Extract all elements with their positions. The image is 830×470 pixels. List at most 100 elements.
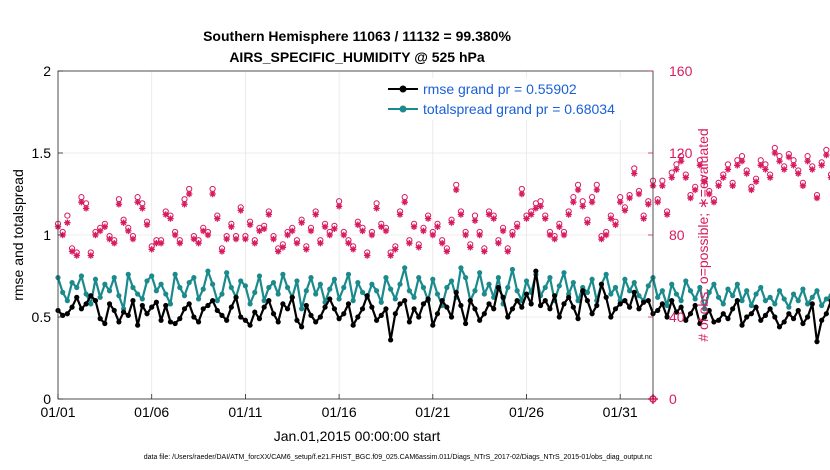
spread-point bbox=[247, 301, 253, 307]
x-tick-label: 01/31 bbox=[603, 404, 638, 420]
obs-evaluated-marker bbox=[626, 194, 633, 202]
obs-evaluated-marker bbox=[387, 252, 394, 259]
spread-point bbox=[823, 296, 829, 302]
spread-point bbox=[608, 291, 614, 297]
obs-evaluated-marker bbox=[73, 252, 80, 259]
obs-evaluated-marker bbox=[565, 211, 572, 218]
rmse-point bbox=[561, 301, 567, 307]
x-tick-label: 01/06 bbox=[134, 404, 169, 420]
rmse-point bbox=[373, 317, 380, 323]
rmse-point bbox=[106, 301, 113, 307]
spread-point bbox=[753, 291, 759, 297]
obs-evaluated-marker bbox=[588, 199, 596, 206]
rmse-point bbox=[772, 314, 778, 320]
obs-evaluated-marker bbox=[795, 170, 802, 177]
obs-evaluated-marker bbox=[710, 199, 718, 206]
rmse-point bbox=[378, 312, 384, 318]
spread-point bbox=[561, 270, 567, 276]
rmse-point bbox=[767, 306, 773, 312]
rmse-point bbox=[120, 309, 127, 315]
rmse-point bbox=[608, 314, 614, 320]
spread-point bbox=[505, 284, 511, 291]
obs-evaluated-marker bbox=[335, 203, 343, 210]
obs-evaluated-marker bbox=[804, 158, 811, 165]
spread-point bbox=[584, 289, 591, 295]
rmse-point bbox=[388, 337, 394, 343]
spread-point bbox=[69, 279, 75, 286]
obs-evaluated-marker bbox=[378, 223, 385, 230]
spread-point bbox=[125, 271, 131, 277]
y-right-tick-label: 120 bbox=[669, 145, 693, 161]
obs-evaluated-marker bbox=[790, 162, 797, 169]
rmse-point bbox=[678, 304, 684, 310]
rmse-point bbox=[477, 317, 483, 323]
rmse-point bbox=[439, 298, 445, 304]
obs-evaluated-marker bbox=[298, 219, 305, 226]
spread-point bbox=[706, 289, 712, 295]
rmse-point bbox=[683, 317, 689, 323]
obs-evaluated-marker bbox=[129, 235, 137, 243]
spread-point bbox=[448, 278, 455, 284]
spread-point bbox=[523, 278, 530, 284]
rmse-point bbox=[584, 298, 591, 304]
rmse-point bbox=[641, 299, 647, 305]
rmse-point bbox=[758, 317, 764, 323]
obs-evaluated-marker bbox=[785, 153, 793, 161]
spread-point bbox=[659, 288, 665, 294]
rmse-point bbox=[795, 307, 801, 314]
spread-point bbox=[622, 276, 628, 282]
rmse-point bbox=[350, 322, 356, 328]
footer-note: data file: /Users/raeder/DAI/ATM_forcXX/… bbox=[144, 454, 653, 461]
y-axis-right-label: # of obs: o=possible; ∗=evaluated bbox=[695, 128, 711, 341]
rmse-point bbox=[78, 306, 85, 312]
spread-point bbox=[790, 291, 797, 297]
spread-point bbox=[149, 273, 155, 279]
series-lines bbox=[55, 265, 830, 345]
rmse-point bbox=[626, 304, 633, 310]
rmse-point bbox=[730, 306, 736, 312]
obs-evaluated-marker bbox=[457, 211, 465, 218]
y-left-tick-label: 2 bbox=[43, 63, 51, 79]
rmse-point bbox=[631, 289, 637, 295]
rmse-point bbox=[308, 312, 314, 318]
obs-evaluated-marker bbox=[171, 231, 179, 239]
rmse-point bbox=[228, 304, 234, 310]
y-left-tick-label: 1.5 bbox=[32, 145, 52, 161]
obs-evaluated-marker bbox=[274, 248, 282, 255]
obs-evaluated-marker bbox=[570, 199, 577, 206]
spread-point bbox=[800, 286, 806, 292]
rmse-point bbox=[711, 319, 717, 325]
spread-point bbox=[88, 301, 94, 307]
rmse-point bbox=[397, 301, 403, 307]
obs-evaluated-marker bbox=[757, 162, 764, 169]
obs-evaluated-marker bbox=[293, 240, 301, 247]
rmse-point bbox=[786, 311, 792, 317]
obs-evaluated-marker bbox=[542, 215, 549, 222]
spread-point bbox=[814, 288, 820, 294]
rmse-point bbox=[416, 314, 422, 320]
rmse-point bbox=[256, 316, 263, 322]
obs-evaluated-marker bbox=[354, 221, 362, 228]
spread-point bbox=[102, 281, 108, 287]
rmse-point bbox=[715, 317, 722, 323]
rmse-point bbox=[191, 314, 197, 320]
rmse-point bbox=[64, 311, 70, 317]
obs-evaluated-marker bbox=[232, 235, 240, 243]
obs-evaluated-marker bbox=[373, 205, 380, 212]
rmse-point bbox=[205, 302, 211, 309]
spread-point bbox=[228, 284, 234, 291]
rmse-point bbox=[275, 319, 281, 325]
obs-evaluated-marker bbox=[289, 227, 296, 235]
spread-point bbox=[275, 291, 281, 297]
rmse-point bbox=[158, 317, 164, 323]
rmse-point bbox=[139, 302, 145, 309]
spread-point bbox=[631, 279, 637, 286]
rmse-point bbox=[547, 306, 553, 312]
x-tick-label: 01/11 bbox=[228, 404, 262, 420]
obs-evaluated-marker bbox=[598, 235, 605, 243]
spread-point bbox=[163, 291, 169, 297]
x-axis-label: Jan.01,2015 00:00:00 start bbox=[274, 428, 441, 444]
rmse-point bbox=[523, 291, 530, 297]
obs-evaluated-marker bbox=[134, 199, 141, 206]
spread-point bbox=[341, 284, 347, 291]
